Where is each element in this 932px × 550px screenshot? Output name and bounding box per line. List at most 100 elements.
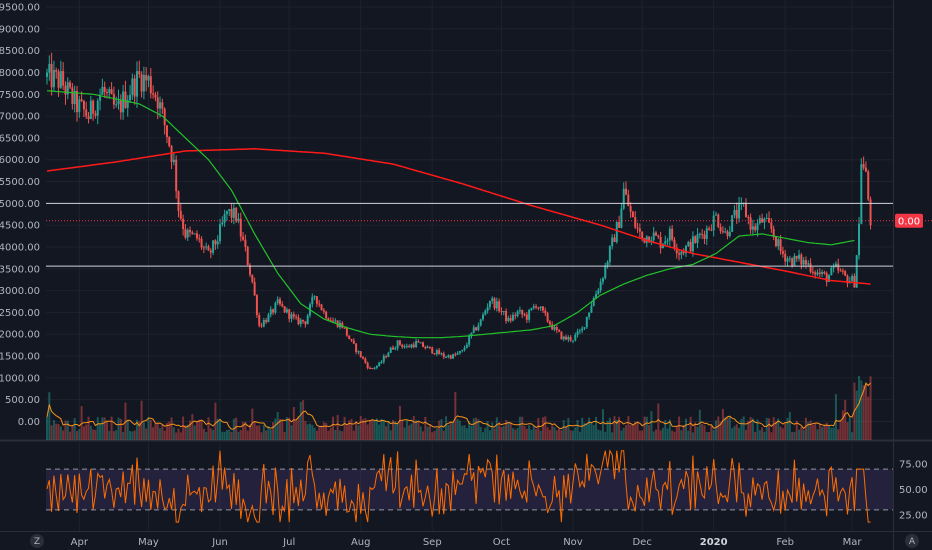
volume-bar bbox=[855, 390, 858, 440]
candle-body bbox=[505, 310, 508, 321]
zoom-button-bg[interactable] bbox=[30, 534, 44, 548]
candle-body bbox=[477, 325, 480, 331]
price-axis[interactable]: 9500.00 9000.00 8500.00 8000.00 7500.00 7000.… bbox=[0, 3, 40, 429]
time-tick-label: Aug bbox=[351, 537, 371, 548]
time-tick-label: Nov bbox=[563, 537, 583, 548]
candle-body bbox=[103, 86, 106, 93]
candle-body bbox=[618, 221, 621, 228]
volume-bar bbox=[154, 423, 157, 440]
rsi-band bbox=[46, 468, 893, 511]
candle-body bbox=[140, 74, 143, 92]
candle-body bbox=[756, 223, 759, 231]
volume-bar bbox=[655, 429, 658, 440]
volume-bar bbox=[419, 426, 422, 440]
candle-body bbox=[332, 320, 335, 322]
volume-bar bbox=[362, 419, 365, 440]
volume-bar bbox=[521, 416, 524, 440]
volume-bar bbox=[620, 430, 623, 440]
volume-bar bbox=[821, 426, 824, 440]
candle-body bbox=[417, 341, 420, 343]
candle-body bbox=[299, 319, 302, 325]
candle-body bbox=[498, 301, 501, 312]
candles bbox=[46, 52, 872, 370]
candle-body bbox=[48, 63, 51, 73]
volume-bar bbox=[744, 430, 747, 440]
volume-bar bbox=[299, 401, 302, 440]
candle-body bbox=[152, 93, 155, 95]
volume-bar bbox=[311, 424, 314, 440]
volume-bar bbox=[558, 428, 561, 440]
volume-bar bbox=[742, 416, 745, 440]
volume-bar bbox=[92, 429, 95, 440]
rsi-axis[interactable]: 75.00 50.00 25.00 bbox=[899, 460, 928, 522]
candle-body bbox=[285, 309, 288, 313]
candle-body bbox=[290, 314, 293, 319]
volume-bar bbox=[691, 432, 694, 440]
candle-body bbox=[731, 215, 734, 232]
volume-bar bbox=[223, 431, 226, 440]
volume-bar bbox=[668, 419, 671, 440]
candle-body bbox=[687, 241, 690, 246]
volume-bar bbox=[585, 423, 588, 440]
volume-bar bbox=[754, 431, 757, 440]
volume-bar bbox=[657, 403, 660, 440]
volume-bar bbox=[308, 423, 311, 440]
candle-body bbox=[583, 327, 586, 329]
volume-bar bbox=[454, 391, 457, 440]
price-tick-label: 3000.00 bbox=[0, 286, 40, 297]
zoom-button-label[interactable]: Z bbox=[34, 537, 40, 547]
volume-bar bbox=[682, 424, 685, 440]
volume-bar bbox=[770, 432, 773, 440]
candle-body bbox=[389, 347, 392, 353]
volume-bar bbox=[724, 417, 727, 440]
candle-body bbox=[428, 346, 431, 348]
volume-bar bbox=[719, 421, 722, 440]
candle-body bbox=[50, 63, 53, 88]
volume-bar bbox=[253, 421, 256, 440]
candle-body bbox=[440, 353, 443, 355]
candle-body bbox=[165, 125, 168, 138]
volume-bar bbox=[235, 417, 238, 440]
candle-body bbox=[601, 278, 604, 282]
price-tick-label: 7500.00 bbox=[0, 90, 40, 101]
auto-scale-button[interactable]: A bbox=[905, 534, 919, 548]
candle-body bbox=[728, 231, 731, 237]
volume-bar bbox=[71, 424, 74, 440]
volume-bar bbox=[368, 420, 371, 440]
volume-bar bbox=[440, 419, 443, 440]
candle-body bbox=[126, 100, 129, 108]
candle-body bbox=[133, 78, 136, 97]
candle-body bbox=[751, 226, 754, 230]
volume-bar bbox=[278, 418, 281, 440]
volume-bar bbox=[135, 419, 138, 440]
candle-body bbox=[396, 340, 399, 349]
candle-body bbox=[412, 344, 415, 347]
candle-body bbox=[304, 321, 307, 325]
volume-bar bbox=[424, 416, 427, 440]
candle-body bbox=[225, 211, 228, 215]
candle-body bbox=[537, 307, 540, 309]
volume-bar bbox=[389, 430, 392, 440]
auto-scale-button-label[interactable]: A bbox=[909, 537, 916, 547]
candle-body bbox=[295, 316, 298, 318]
zoom-button[interactable]: Z bbox=[30, 534, 44, 548]
candle-body bbox=[689, 241, 692, 252]
candle-body bbox=[350, 339, 353, 341]
candle-body bbox=[661, 243, 664, 249]
candle-body bbox=[403, 346, 406, 348]
volume-bar bbox=[110, 416, 113, 440]
volume-bar bbox=[565, 426, 568, 440]
candle-body bbox=[447, 355, 450, 358]
volume-bar bbox=[401, 419, 404, 440]
auto-scale-button-bg[interactable] bbox=[905, 534, 919, 548]
horizontal-levels[interactable] bbox=[46, 202, 932, 267]
candle-body bbox=[195, 233, 198, 239]
time-axis[interactable]: Apr May Jun Jul Aug Sep Oct Nov Dec 2020 Feb Mar bbox=[71, 537, 863, 548]
candle-body bbox=[59, 71, 62, 88]
volume-bar bbox=[795, 420, 798, 440]
volume-bar bbox=[825, 422, 828, 440]
volume-bar bbox=[345, 425, 348, 440]
volume-bar bbox=[392, 419, 395, 440]
candle-body bbox=[394, 348, 397, 350]
